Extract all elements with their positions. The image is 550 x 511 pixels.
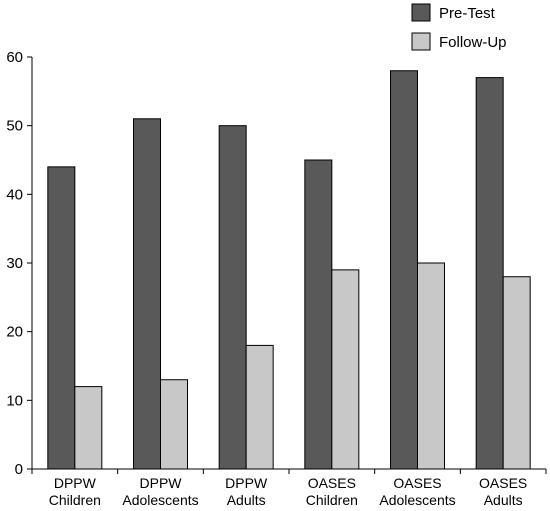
bar-follow-up [502,276,531,470]
bar-follow-up [245,344,274,470]
x-category-label: Adults [227,492,266,508]
y-tick-label: 30 [6,255,23,272]
y-tick-label: 20 [6,324,23,341]
bar-pre-test [218,125,247,470]
legend-swatch [411,32,431,51]
bar-follow-up [417,262,445,470]
legend-label: Pre-Test [439,5,496,22]
bar-follow-up [160,379,188,470]
x-category-label: Adolescents [379,492,455,508]
bar-pre-test [133,118,161,470]
y-tick-label: 0 [15,461,23,478]
x-category-label: OASES [393,475,441,491]
bar-follow-up [331,269,360,470]
y-tick-label: 50 [6,118,23,135]
x-category-label: DPPW [225,475,268,491]
x-category-label: OASES [479,475,527,491]
x-category-label: Adults [484,492,523,508]
y-tick-label: 10 [6,392,23,409]
legend-swatch [411,3,431,22]
legend-label: Follow-Up [439,34,507,51]
legend: Pre-Test Follow-Up [411,3,507,51]
y-tick-label: 60 [6,49,23,66]
x-category-label: DPPW [140,475,183,491]
bar-pre-test [390,70,418,470]
x-category-label: Children [49,492,101,508]
x-category-label: Children [306,492,358,508]
bar-pre-test [304,159,333,470]
y-tick-label: 40 [6,186,23,203]
bar-follow-up [74,386,103,470]
plot-area: 0102030405060DPPWChildrenDPPWAdolescents… [6,49,547,508]
x-category-label: OASES [308,475,356,491]
bar-pre-test [47,166,76,470]
x-category-label: DPPW [54,475,97,491]
bar-pre-test [475,77,504,470]
x-category-label: Adolescents [122,492,198,508]
